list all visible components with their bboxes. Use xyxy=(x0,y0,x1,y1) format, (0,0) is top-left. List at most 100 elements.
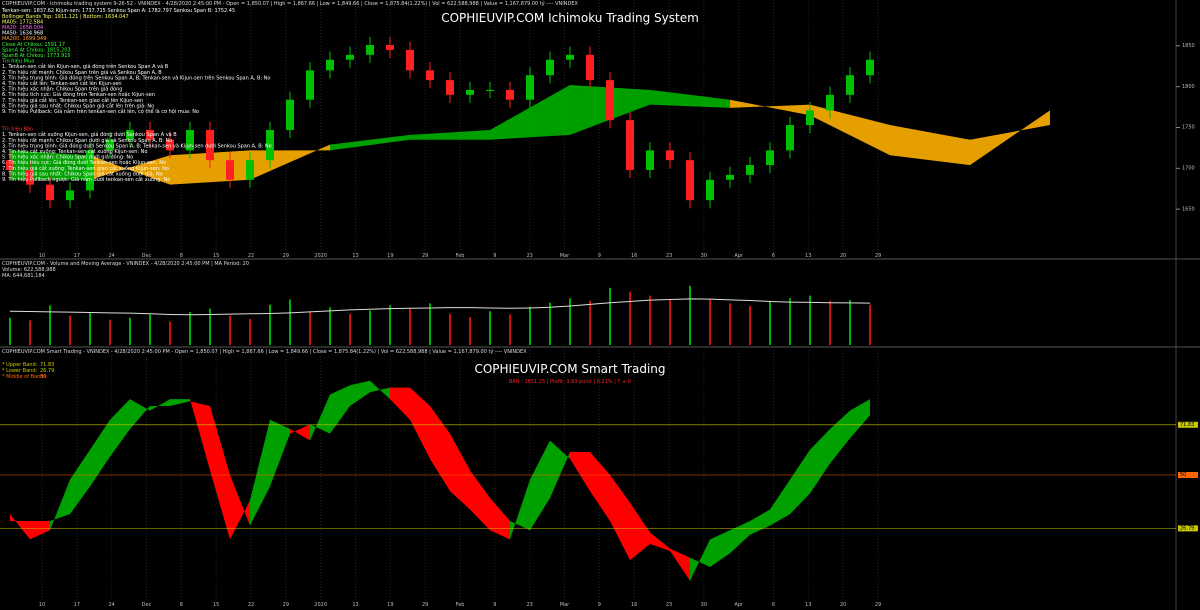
x-tick-label: 29 xyxy=(875,602,881,608)
x-tick-label: 9 xyxy=(598,602,601,608)
ribbon xyxy=(850,399,870,439)
candle-body xyxy=(526,75,534,100)
x-tick-label: 22 xyxy=(248,602,254,608)
candle-body xyxy=(726,174,734,180)
ribbon xyxy=(110,399,130,457)
candle-body xyxy=(686,160,694,201)
ribbon xyxy=(430,406,450,492)
candle-body xyxy=(46,184,54,201)
band-label-value: 50 xyxy=(40,374,46,380)
candle-body xyxy=(506,89,514,100)
kumo-cloud xyxy=(490,85,570,140)
band-label: * Middle of Bands: xyxy=(2,374,48,380)
y-tick-label: 1700 xyxy=(1182,166,1195,172)
candle-body xyxy=(126,129,134,140)
ribbon xyxy=(130,399,150,429)
ribbon xyxy=(510,479,530,540)
ribbon xyxy=(70,449,90,515)
x-tick-label: 9 xyxy=(493,602,496,608)
ribbon xyxy=(310,394,330,441)
x-tick-label: 6 xyxy=(772,602,775,608)
candle-body xyxy=(146,129,154,140)
candle-body xyxy=(346,54,354,60)
info-line: Tín hiệu Bán xyxy=(1,126,33,133)
band-value-box xyxy=(1178,472,1198,478)
info-line: 7. Tín hiệu giá cắt xuống: Tenkan-sen gi… xyxy=(2,165,169,172)
candle-body xyxy=(86,150,94,191)
ribbon xyxy=(470,470,490,531)
x-tick-label: 30 xyxy=(701,253,707,259)
ribbon xyxy=(50,479,70,531)
candle-body xyxy=(666,150,674,161)
x-tick-label: 23 xyxy=(526,253,532,259)
info-line: 9. Tín hiệu Pullback ngược: Giá nằm dưới… xyxy=(2,176,170,183)
ribbon xyxy=(590,452,610,521)
x-tick-label: 2020 xyxy=(314,253,327,259)
volume-text: Volume: 622,588,988 xyxy=(2,267,56,273)
x-tick-label: Mar xyxy=(560,253,570,259)
ribbon xyxy=(290,424,310,441)
kumo-cloud xyxy=(730,99,810,116)
x-tick-label: 2020 xyxy=(314,602,327,608)
info-line: Bollinger Bands Top: 1911.121 | Bottom: … xyxy=(2,14,129,20)
ribbon xyxy=(190,399,210,471)
candle-body xyxy=(326,59,334,71)
kumo-cloud xyxy=(890,125,970,166)
ribbon xyxy=(610,475,630,561)
volume-ma xyxy=(9,298,871,316)
info-line: Tín hiệu Mua xyxy=(1,58,34,65)
ribbon xyxy=(390,387,410,420)
band-value: 50 xyxy=(1180,472,1186,478)
x-tick-label: Feb xyxy=(456,253,465,259)
ribbon xyxy=(10,514,30,540)
ribbon xyxy=(30,521,50,540)
info-line: 3. Tín hiệu trung bình: Giá đóng dưới Se… xyxy=(2,142,272,149)
info-line: 8. Tín hiệu giá sau nhất: Chikou Span gi… xyxy=(2,170,163,177)
x-tick-label: 19 xyxy=(387,253,393,259)
band-label: * Upper Band: xyxy=(2,362,38,368)
x-tick-label: 10 xyxy=(39,253,45,259)
ribbon xyxy=(350,380,370,406)
x-tick-label: 8 xyxy=(180,602,183,608)
kumo-cloud xyxy=(410,129,490,140)
info-line: 5. Tín hiệu xác nhận: Chikou Span trên g… xyxy=(2,86,122,93)
info-line: SpanA At Chikou: 1815.203 xyxy=(2,47,71,53)
x-tick-label: 20 xyxy=(840,253,846,259)
ribbon xyxy=(770,479,790,526)
candle-body xyxy=(166,139,174,151)
x-tick-label: 15 xyxy=(213,253,219,259)
band-value: 71.83 xyxy=(1180,422,1194,428)
candle-body xyxy=(266,129,274,161)
x-tick-label: 24 xyxy=(108,602,114,608)
y-tick-label: 1750 xyxy=(1182,125,1195,131)
x-tick-label: 6 xyxy=(772,253,775,259)
panel-header: COPHIEUVIP.COM - Volume and Moving Avera… xyxy=(2,261,249,267)
candle-body xyxy=(646,150,654,170)
candle-body xyxy=(106,139,114,151)
candle-body xyxy=(806,110,814,126)
x-tick-label: Dec xyxy=(142,602,152,608)
panel-header: COPHIEUVIP.COM - Ichimoku trading system… xyxy=(2,0,578,7)
x-tick-label: Mar xyxy=(560,602,570,608)
candle-body xyxy=(566,54,574,60)
x-tick-label: 17 xyxy=(74,253,80,259)
ribbon xyxy=(450,433,470,510)
kumo-cloud xyxy=(330,134,410,151)
candle-body xyxy=(426,70,434,81)
ribbon xyxy=(210,406,230,540)
x-tick-label: Feb xyxy=(456,602,465,608)
x-tick-label: 13 xyxy=(805,253,811,259)
info-line: MA200: 1699.949 xyxy=(2,36,46,42)
x-tick-label: 22 xyxy=(248,253,254,259)
info-line: 9. Tín hiệu Pullback: Giá nằm trên tenka… xyxy=(2,108,199,115)
y-tick-label: 1650 xyxy=(1182,206,1195,212)
x-tick-label: 29 xyxy=(283,602,289,608)
candle-body xyxy=(6,160,14,170)
x-tick-label: 10 xyxy=(39,602,45,608)
x-tick-label: 24 xyxy=(108,253,114,259)
candle-body xyxy=(826,94,834,111)
x-tick-label: Apr xyxy=(734,253,744,259)
ribbon xyxy=(150,399,170,411)
candle-body xyxy=(606,80,614,121)
